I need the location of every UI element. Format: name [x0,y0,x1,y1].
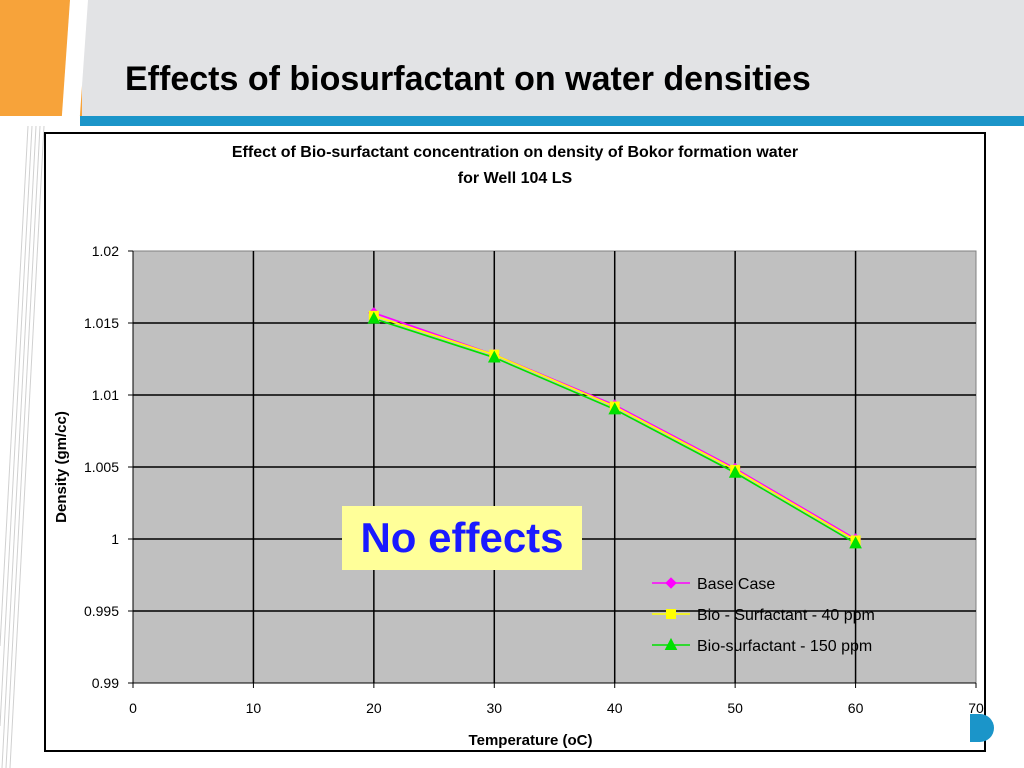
chart-title-line-2: for Well 104 LS [457,170,573,187]
y-tick-label: 1.02 [92,243,119,259]
chart-title: Effect of Bio-surfactant concentration o… [44,140,986,192]
y-tick-label: 1.005 [84,459,119,475]
legend-marker [664,637,678,650]
y-tick-label: 0.995 [84,603,119,619]
data-point-series-3 [728,465,742,478]
x-tick-label: 0 [129,700,137,716]
data-point-series-3 [487,350,501,363]
x-tick-label: 60 [848,700,864,716]
chart-title-line-1: Effect of Bio-surfactant concentration o… [231,144,799,161]
no-effects-callout: No effects [342,506,582,570]
x-tick-label: 70 [968,700,984,716]
legend-marker [665,577,677,589]
legend-label: Bio-surfactant - 150 ppm [697,638,872,655]
y-tick-label: 0.99 [92,675,119,691]
x-tick-label: 40 [607,700,623,716]
legend-marker [666,609,676,619]
x-tick-label: 50 [727,700,743,716]
legend-label: Bio - Surfactant - 40 ppm [697,607,875,624]
x-tick-label: 20 [366,700,382,716]
y-tick-label: 1.01 [92,387,119,403]
y-tick-label: 1 [111,531,119,547]
x-tick-label: 30 [486,700,502,716]
legend-label: Base Case [697,576,775,593]
x-axis-label: Temperature (oC) [469,732,593,749]
y-tick-label: 1.015 [84,315,119,331]
y-axis-label: Density (gm/cc) [53,411,70,523]
data-point-series-3 [608,402,622,415]
slide-title: Effects of biosurfactant on water densit… [125,60,811,98]
title-rule [80,116,1024,126]
header-band [0,0,1024,116]
x-tick-label: 10 [246,700,262,716]
page-marker [970,714,994,742]
decorative-lines [0,126,45,768]
data-point-series-3 [849,536,862,549]
data-point-series-3 [367,311,381,324]
